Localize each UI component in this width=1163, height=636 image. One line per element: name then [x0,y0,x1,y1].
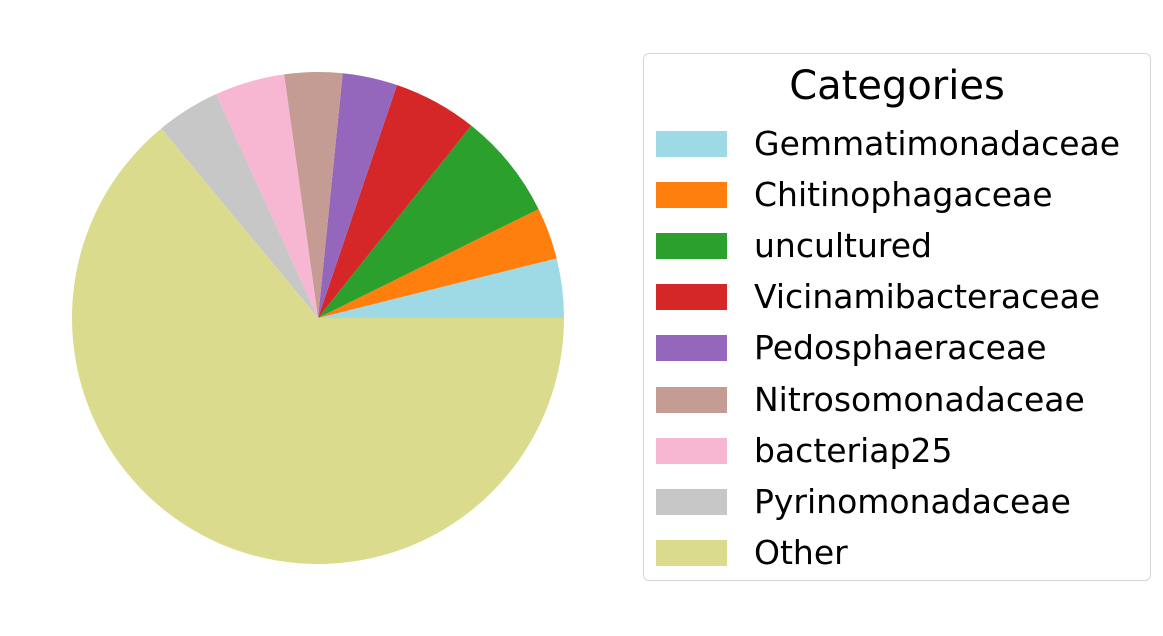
legend-swatch [656,232,727,259]
legend-label: Nitrosomonadaceae [754,379,1085,419]
pie-slice-chitinophagaceae [318,209,557,318]
legend-swatch [656,284,727,311]
legend-label: Vicinamibacteraceae [754,277,1101,317]
legend-swatch [656,437,727,464]
legend-item: Gemmatimonadaceae [656,118,1150,169]
legend-label: Other [754,533,848,573]
pie-slice-vicinamibacteraceae [318,85,472,318]
pie-slice-pedosphaeraceae [318,73,397,318]
pie-slice-gemmatimonadaceae [318,258,564,318]
legend-label: Gemmatimonadaceae [754,123,1121,163]
legend-item: uncultured [656,220,1150,271]
pie-slice-uncultured [318,125,539,318]
legend-label: Chitinophagaceae [754,174,1053,214]
legend-title: Categories [789,63,1005,109]
pie-slice-pyrinomonadaceae [161,94,318,319]
legend-label: Pedosphaeraceae [754,328,1047,368]
legend-item: Nitrosomonadaceae [656,374,1150,425]
legend-items: Gemmatimonadaceae Chitinophagaceae uncultu… [656,118,1150,579]
pie-chart [71,71,564,564]
pie-slice-other [71,128,564,564]
legend-item: Vicinamibacteraceae [656,272,1150,323]
legend-item: bacteriap25 [656,425,1150,476]
legend-item: Other [656,528,1150,579]
legend-label: uncultured [754,225,933,265]
legend-item: Chitinophagaceae [656,169,1150,220]
pie-slice-nitrosomonadaceae [284,71,343,318]
legend-swatch [656,488,727,515]
legend-item: Pedosphaeraceae [656,323,1150,374]
pie-slice-bacteriap25 [216,74,318,318]
legend-swatch [656,181,727,208]
legend-item: Pyrinomonadaceae [656,476,1150,527]
pie-slices [71,71,564,564]
legend-swatch [656,335,727,362]
legend-label: bacteriap25 [754,430,953,470]
legend: Categories Gemmatimonadaceae Chitinophaga… [643,53,1151,581]
legend-swatch [656,386,727,413]
legend-swatch [656,130,727,157]
legend-swatch [656,540,727,567]
legend-label: Pyrinomonadaceae [754,481,1071,521]
